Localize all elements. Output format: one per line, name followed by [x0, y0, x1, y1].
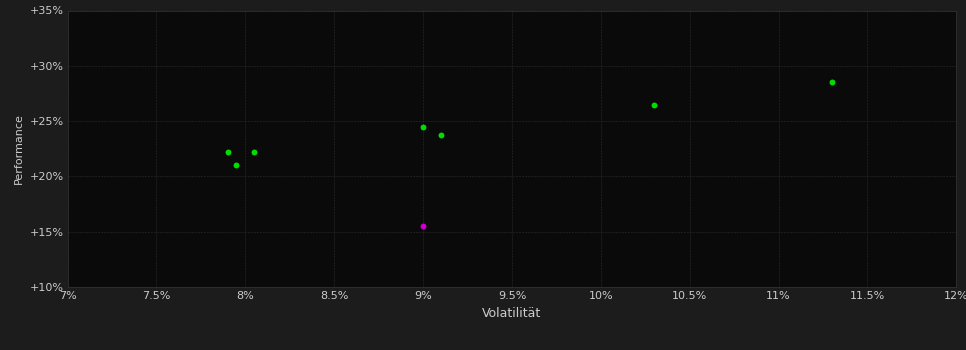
- Point: [415, 124, 431, 130]
- Point: [415, 223, 431, 229]
- Point: [646, 102, 662, 107]
- Point: [246, 149, 262, 155]
- X-axis label: Volatilität: Volatilität: [482, 307, 542, 320]
- Point: [433, 133, 448, 138]
- Y-axis label: Performance: Performance: [14, 113, 24, 184]
- Point: [824, 79, 839, 85]
- Point: [229, 162, 244, 168]
- Point: [220, 149, 236, 155]
